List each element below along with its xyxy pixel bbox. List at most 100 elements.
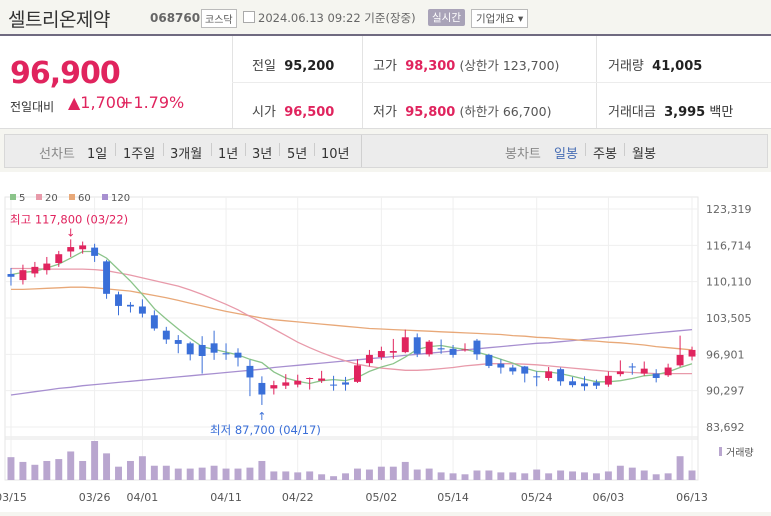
x-tick-label: 06/13 xyxy=(676,491,708,504)
market-badge: 코스닥 xyxy=(201,9,237,28)
period-5y-button[interactable]: 5년 xyxy=(287,147,308,162)
ma20-line xyxy=(11,267,692,375)
candle-body xyxy=(234,352,242,358)
x-tick-label: 04/01 xyxy=(127,491,159,504)
trade-amount: 거래대금 3,995 백만 xyxy=(608,105,734,120)
volume-bar xyxy=(138,456,146,480)
volume-bar xyxy=(79,460,87,480)
volume-bar xyxy=(628,467,636,480)
legend-label: 60 xyxy=(78,193,91,204)
candle-body xyxy=(222,353,230,355)
candle-body xyxy=(7,274,15,277)
volume-bar xyxy=(258,460,266,480)
y-tick-label: 83,692 xyxy=(706,421,745,434)
volume-bar xyxy=(198,467,206,480)
high-arrow-icon: ↓ xyxy=(66,226,75,239)
open-price: 시가 96,500 xyxy=(252,105,335,120)
volume-bar xyxy=(294,472,302,480)
period-1w-button[interactable]: 1주일 xyxy=(123,147,156,162)
chart-toolbar: 선차트 1일 1주일 3개월 1년 3년 5년 10년 봉차트 일봉 주봉 월봉 xyxy=(4,134,768,168)
y-tick-label: 110,110 xyxy=(706,276,752,289)
candle-body xyxy=(282,382,290,386)
candle-body xyxy=(67,247,75,252)
candle-body xyxy=(162,330,170,340)
candle-body xyxy=(365,354,373,364)
current-price: 96,900 xyxy=(10,56,121,91)
candle-body xyxy=(115,294,122,306)
candle-body xyxy=(377,351,385,358)
x-tick-label: 04/22 xyxy=(282,491,314,504)
quote-datetime: 2024.06.13 09:22 기준(장중) xyxy=(258,11,416,25)
candle-body xyxy=(79,245,87,250)
monthly-candle-button[interactable]: 월봉 xyxy=(632,147,656,162)
candle-body xyxy=(389,351,397,353)
volume-bar xyxy=(533,469,541,480)
candle-body xyxy=(126,304,134,307)
volume-bar xyxy=(449,473,457,480)
candle-body xyxy=(485,354,493,366)
line-chart-label[interactable]: 선차트 xyxy=(39,147,75,162)
volume-bar xyxy=(246,467,254,480)
legend-swatch xyxy=(102,194,108,200)
candle-body xyxy=(592,382,600,386)
candle-body xyxy=(186,343,194,355)
high-price: 고가 98,300 (상한가 123,700) xyxy=(373,58,560,74)
volume-bar xyxy=(150,465,158,480)
candle-body xyxy=(628,366,636,368)
volume-bar xyxy=(162,465,170,480)
volume-bar xyxy=(652,474,660,480)
change-value: ▲1,700 xyxy=(68,93,127,112)
volume-bar xyxy=(640,470,648,480)
volume-legend-label: 거래량 xyxy=(726,447,754,459)
low-price: 저가 95,800 (하한가 66,700) xyxy=(373,104,552,120)
legend-swatch xyxy=(36,194,42,200)
volume-legend-swatch xyxy=(719,447,722,456)
volume-bar xyxy=(354,468,361,480)
candle-chart-label[interactable]: 봉차트 xyxy=(505,147,541,162)
candle-body xyxy=(676,354,684,366)
legend-swatch xyxy=(10,194,16,200)
candle-body xyxy=(557,369,565,382)
period-10y-button[interactable]: 10년 xyxy=(321,147,350,162)
volume-bar xyxy=(521,473,529,480)
realtime-button[interactable]: 실시간 xyxy=(428,9,465,26)
candle-body xyxy=(258,382,266,395)
volume-bar xyxy=(91,441,99,480)
y-tick-label: 90,297 xyxy=(706,385,745,398)
candle-body xyxy=(664,367,672,376)
y-tick-label: 116,714 xyxy=(706,239,752,252)
volume-bar xyxy=(569,471,577,480)
ma5-line xyxy=(10,250,693,385)
volume-plot-frame xyxy=(4,436,699,481)
volume-bar xyxy=(401,461,409,480)
period-1d-button[interactable]: 1일 xyxy=(87,147,108,162)
volume-bar xyxy=(497,472,505,480)
x-tick-label: 06/03 xyxy=(593,491,625,504)
calendar-icon xyxy=(243,11,255,23)
volume-bar xyxy=(210,465,218,480)
ma60-line xyxy=(11,286,693,351)
candle-body xyxy=(413,337,421,354)
price-chart: 123,319 116,714 110,110 103,505 96,901 90,297… xyxy=(0,172,771,512)
x-tick-label: 03/26 xyxy=(79,491,111,504)
volume-bar xyxy=(43,460,51,480)
daily-candle-button[interactable]: 일봉 xyxy=(554,147,578,162)
volume-bar xyxy=(461,474,469,480)
stock-header: 셀트리온제약 068760 코스닥 2024.06.13 09:22 기준(장중… xyxy=(0,0,771,34)
candle-body xyxy=(306,377,314,379)
volume-bar xyxy=(234,468,242,480)
weekly-candle-button[interactable]: 주봉 xyxy=(593,147,617,162)
volume-bar xyxy=(103,453,111,480)
period-3y-button[interactable]: 3년 xyxy=(252,147,273,162)
period-3m-button[interactable]: 3개월 xyxy=(170,147,203,162)
y-tick-label: 96,901 xyxy=(706,348,745,361)
candle-body xyxy=(174,340,182,344)
company-info-dropdown[interactable]: 기업개요 ▾ xyxy=(471,9,529,28)
period-1y-button[interactable]: 1년 xyxy=(218,147,239,162)
volume-bar xyxy=(604,471,612,480)
prev-close: 전일 95,200 xyxy=(252,59,335,74)
candle-body xyxy=(569,381,577,386)
quote-panel: 96,900 전일대비 ▲1,700 +1.79% 전일 95,200 고가 9… xyxy=(0,36,771,129)
volume-bar xyxy=(592,473,600,480)
candle-body xyxy=(581,383,588,387)
